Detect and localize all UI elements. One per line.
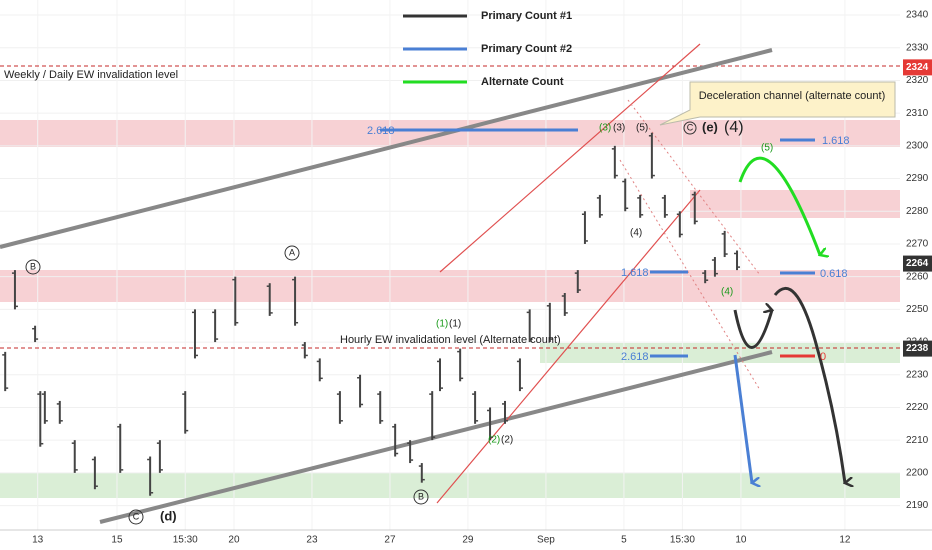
x-tick-label: 13 (32, 535, 44, 546)
fib-label: 2.618 (367, 125, 395, 137)
y-tick-label: 2200 (906, 468, 929, 479)
bars (2, 132, 741, 496)
wave-label: (2) (488, 435, 500, 446)
x-tick-label: Sep (537, 535, 555, 546)
wave-label: (1) (449, 319, 461, 330)
y-tick-label: 2230 (906, 369, 929, 380)
y-tick-label: 2320 (906, 75, 929, 86)
price-marker (903, 255, 932, 272)
axes: 2190220022102220223022402250226022702280… (32, 10, 932, 546)
y-tick-label: 2310 (906, 108, 929, 119)
channel-line (439, 43, 701, 273)
legend-label: Primary Count #2 (481, 43, 572, 55)
trend-line (99, 350, 773, 524)
wave-circle (284, 245, 300, 261)
x-tick-label: 27 (384, 535, 396, 546)
zone (540, 343, 900, 363)
wave-label: C (133, 511, 140, 521)
wave-label: (4) (630, 228, 642, 239)
price-marker-label: 2264 (906, 258, 929, 269)
y-tick-label: 2220 (906, 402, 929, 413)
x-tick-label: 12 (839, 535, 851, 546)
wave-circle (683, 121, 697, 135)
wave-label: A (289, 247, 295, 257)
price-marker-label: 2324 (906, 62, 929, 73)
channel-line (627, 99, 761, 276)
wave-label: C (687, 122, 694, 132)
wave-circle (25, 259, 41, 275)
annotation: Deceleration channel (alternate count) (699, 90, 886, 102)
y-tick-label: 2280 (906, 206, 929, 217)
zone (0, 270, 900, 302)
price-marker (903, 59, 932, 76)
annotations: Weekly / Daily EW invalidation level Hou… (4, 69, 896, 525)
wave-circle (413, 489, 429, 505)
y-tick-label: 2290 (906, 173, 929, 184)
x-tick-label: 20 (228, 535, 240, 546)
wave-label: (e) (702, 119, 718, 134)
wave-circle (128, 509, 144, 525)
y-tick-label: 2260 (906, 271, 929, 282)
wave-label: (3) (613, 123, 625, 134)
fib-label: 0.618 (820, 268, 848, 280)
y-tick-label: 2190 (906, 500, 929, 511)
price-axis (900, 0, 932, 550)
projection-arrow (733, 354, 752, 483)
price-marker (903, 340, 932, 357)
callout (659, 81, 896, 126)
wave-label: (5) (636, 123, 648, 134)
fib-label: 2.618 (621, 351, 649, 363)
fib-label: 0 (820, 351, 826, 363)
legend: Primary Count #1 Primary Count #2 Alternat… (403, 10, 572, 88)
fib-label: 1.618 (621, 267, 649, 279)
x-tick-label: 23 (306, 535, 318, 546)
fib-label: 1.618 (822, 135, 850, 147)
wave-label: (4) (721, 287, 733, 298)
x-tick-label: 15:30 (173, 535, 198, 546)
annotation: Hourly EW invalidation level (Alternate … (340, 334, 561, 346)
wave-label: (3) (599, 123, 611, 134)
wave-label: (d) (160, 508, 177, 523)
wave-label: (5) (761, 143, 773, 154)
y-tick-label: 2340 (906, 10, 929, 21)
annotation: Weekly / Daily EW invalidation level (4, 69, 178, 81)
y-tick-label: 2210 (906, 435, 929, 446)
x-tick-label: 15 (111, 535, 123, 546)
channel-line (436, 189, 701, 504)
projection-arrow (773, 287, 845, 483)
zone (0, 473, 900, 498)
wave-label: (2) (501, 435, 513, 446)
x-tick-label: 15:30 (670, 535, 695, 546)
x-tick-label: 29 (462, 535, 474, 546)
wave-label: (4) (724, 119, 744, 136)
legend-label: Alternate Count (481, 76, 564, 88)
x-tick-label: 5 (621, 535, 627, 546)
y-tick-label: 2270 (906, 239, 929, 250)
y-tick-label: 2300 (906, 140, 929, 151)
x-tick-label: 10 (735, 535, 747, 546)
legend-label: Primary Count #1 (481, 10, 572, 22)
y-tick-label: 2330 (906, 42, 929, 53)
wave-label: B (418, 491, 424, 501)
projection-arrow (733, 310, 772, 349)
projection-arrow (738, 156, 820, 255)
trend-line (0, 48, 773, 249)
drawings (0, 43, 900, 524)
y-tick-label: 2250 (906, 304, 929, 315)
wave-label: (1) (436, 319, 448, 330)
wave-label: B (30, 261, 36, 271)
price-marker-label: 2238 (906, 343, 929, 354)
